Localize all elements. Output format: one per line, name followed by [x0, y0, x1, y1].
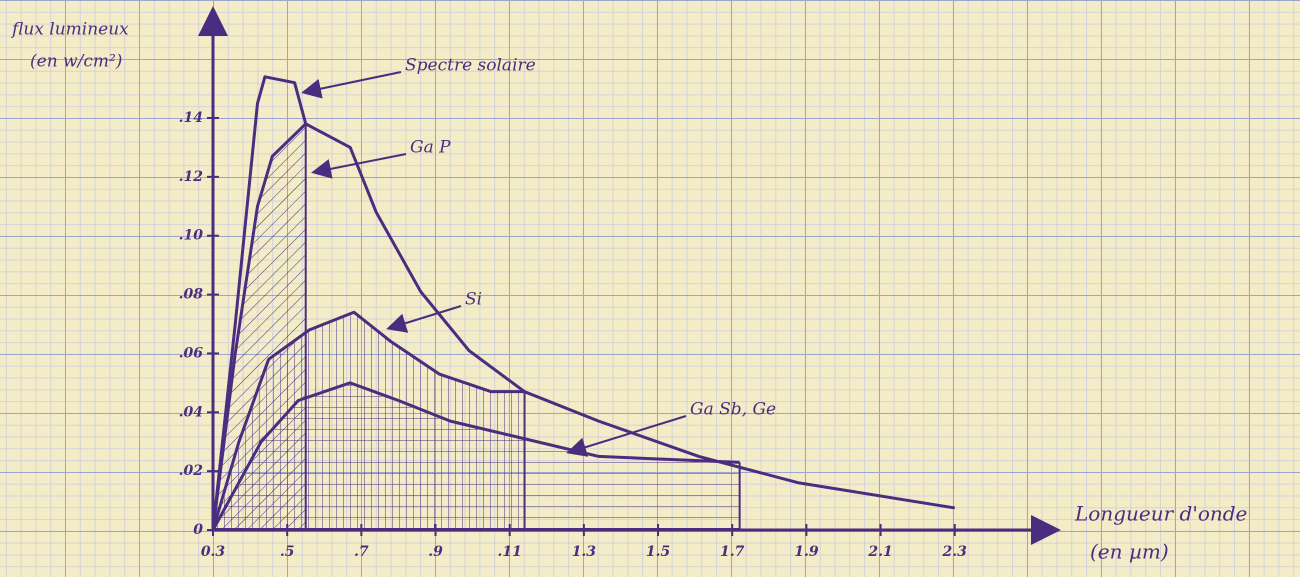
x-tick-label: .7: [354, 544, 369, 560]
y-tick-label: .12: [179, 169, 204, 185]
y-tick-label: .10: [179, 228, 204, 244]
y-tick-label: .04: [179, 404, 203, 420]
series-label: Si: [465, 290, 482, 310]
series-label: Ga P: [410, 138, 451, 158]
x-tick-label: 1.3: [572, 544, 597, 560]
page: flux lumineux (en w/cm²) Longueur d'onde…: [0, 0, 1300, 577]
y-tick-label: .14: [179, 110, 203, 126]
x-tick-label: 1.9: [794, 544, 819, 560]
y-tick-label: .06: [179, 345, 204, 361]
y-axis-label: flux lumineux: [10, 20, 129, 40]
x-tick-label: 1.7: [720, 544, 745, 560]
y-axis-label: (en w/cm²): [30, 52, 122, 72]
x-tick-label: .5: [280, 544, 295, 560]
y-tick-label: .02: [179, 463, 204, 479]
series-label: Spectre solaire: [405, 56, 536, 76]
x-tick-label: .11: [498, 544, 522, 560]
series-label: Ga Sb, Ge: [690, 400, 776, 420]
x-tick-label: 2.3: [942, 544, 968, 560]
label-arrow: [305, 72, 401, 92]
x-tick-label: .9: [428, 544, 443, 560]
x-tick-label: 1.5: [646, 544, 670, 560]
chart: flux lumineux (en w/cm²) Longueur d'onde…: [0, 0, 1300, 577]
label-arrow: [390, 306, 461, 328]
x-axis-label: Longueur d'onde: [1074, 502, 1247, 526]
y-tick-label: 0: [193, 522, 203, 538]
y-tick-label: .08: [179, 287, 204, 303]
x-axis-label: (en µm): [1090, 540, 1169, 564]
x-tick-label: 0.3: [201, 544, 226, 560]
x-tick-label: 2.1: [867, 544, 892, 560]
